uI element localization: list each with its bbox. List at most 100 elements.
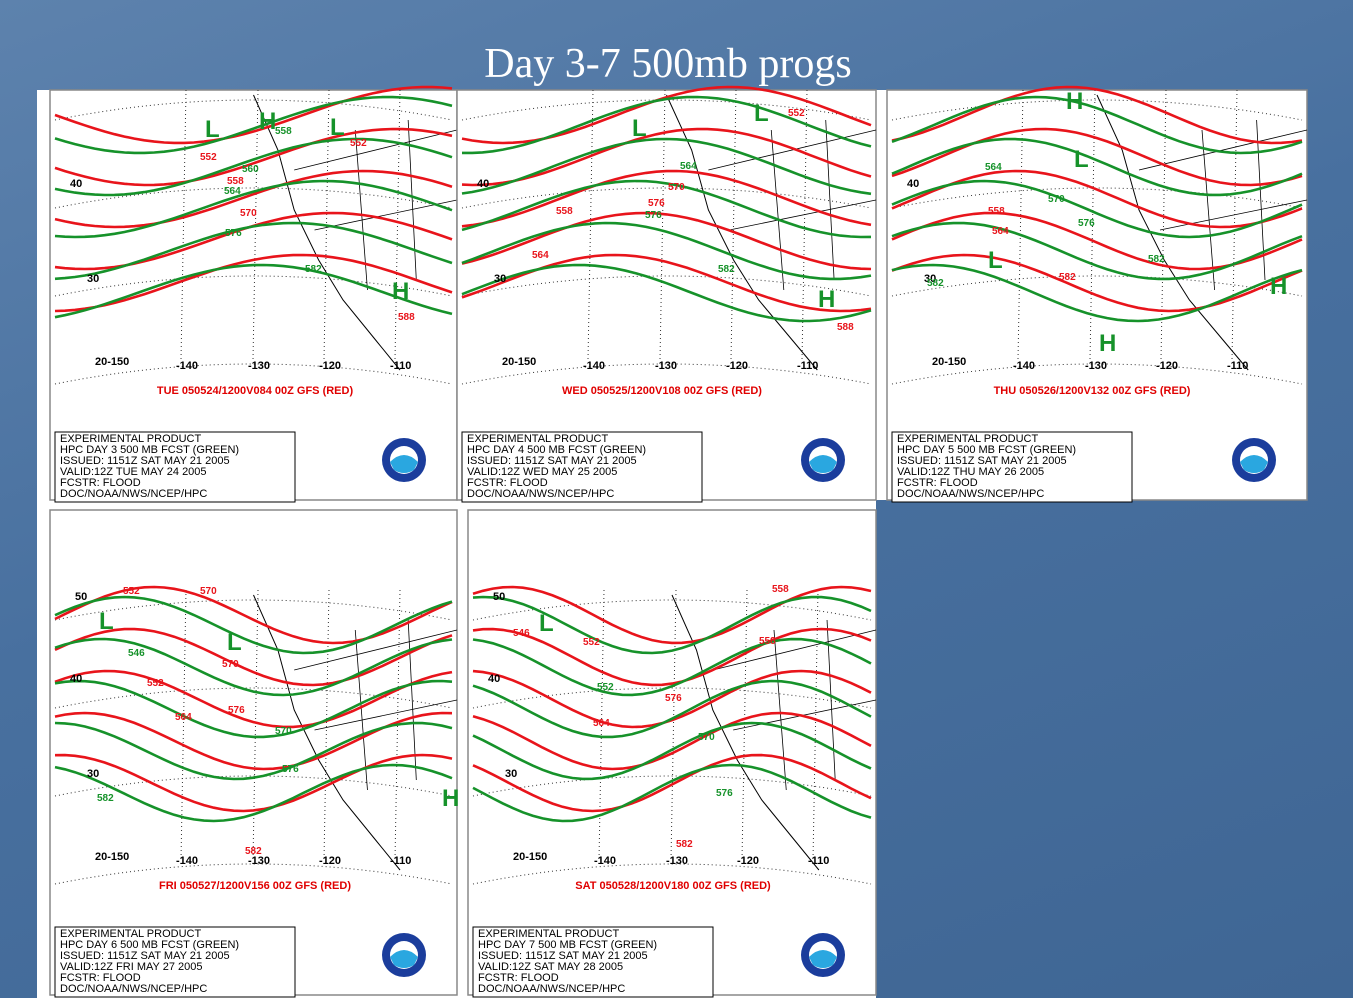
contour-label: 570 xyxy=(240,208,257,219)
contour-label: 576 xyxy=(282,764,299,775)
latitude-label: 40 xyxy=(488,673,500,685)
contour-label: 570 xyxy=(698,732,715,743)
graticule xyxy=(891,99,1303,121)
contour-line xyxy=(54,95,453,155)
contour-label: 564 xyxy=(224,186,241,197)
info-line: DOC/NOAA/NWS/NCEP/HPC xyxy=(60,488,207,500)
contour-label: 564 xyxy=(992,226,1009,237)
contour-line xyxy=(461,221,872,281)
latitude-label: 30 xyxy=(87,273,99,285)
contour-line xyxy=(54,721,453,781)
contour-label: 582 xyxy=(676,839,693,850)
info-line: HPC DAY 3 500 MB FCST (GREEN) xyxy=(60,444,239,456)
contour-label: 552 xyxy=(597,682,614,693)
contour-line xyxy=(461,127,872,187)
info-line: VALID:12Z SAT MAY 28 2005 xyxy=(478,961,623,973)
info-line: FCSTR: FLOOD xyxy=(897,477,978,489)
contour-line xyxy=(472,637,872,697)
contour-label: 558 xyxy=(988,206,1005,217)
contour-line xyxy=(461,85,872,145)
forecast-panel: 50 40 30 20-150 -140 -130 -120 -110 L 546 552 552 56… xyxy=(467,509,877,998)
contour-label: 576 xyxy=(648,198,665,209)
latitude-label: 20-150 xyxy=(95,356,129,368)
longitude-label: -140 xyxy=(594,855,616,867)
latitude-label: 30 xyxy=(924,273,936,285)
longitude-label: -130 xyxy=(666,855,688,867)
contour-label: 582 xyxy=(718,264,735,275)
graticule xyxy=(472,863,872,885)
pressure-center: H xyxy=(1099,330,1116,357)
pressure-center: H xyxy=(818,286,835,313)
latitude-label: 50 xyxy=(493,591,505,603)
state-borders xyxy=(294,119,458,291)
pressure-center: L xyxy=(205,116,220,143)
info-line: VALID:12Z TUE MAY 24 2005 xyxy=(60,466,207,478)
contour-label: 582 xyxy=(305,264,322,275)
contour-line xyxy=(891,169,1303,229)
info-box xyxy=(54,431,296,503)
contour-line xyxy=(462,95,872,155)
info-line: DOC/NOAA/NWS/NCEP/HPC xyxy=(478,983,625,995)
contour-line xyxy=(54,595,453,655)
info-line: ISSUED: 1151Z SAT MAY 21 2005 xyxy=(60,455,230,467)
latitude-label: 50 xyxy=(75,591,87,603)
latitude-label: 20-150 xyxy=(502,356,536,368)
contour-label: 582 xyxy=(1059,272,1076,283)
forecast-panel: 40 30 20-150 -140 -130 -120 -110 H L L H H 564 558 564… xyxy=(886,85,1308,503)
panel-caption: WED 050525/1200V108 00Z GFS (RED) xyxy=(562,385,762,397)
contour-label: 582 xyxy=(97,793,114,804)
contour-line xyxy=(891,137,1303,197)
contour-line xyxy=(54,127,453,187)
contour-label: 564 xyxy=(532,250,549,261)
contour-line xyxy=(472,585,872,645)
coastline xyxy=(671,594,820,871)
info-line: DOC/NOAA/NWS/NCEP/HPC xyxy=(467,488,614,500)
info-line: DOC/NOAA/NWS/NCEP/HPC xyxy=(897,488,1044,500)
latitude-label: 40 xyxy=(477,178,489,190)
info-line: HPC DAY 5 500 MB FCST (GREEN) xyxy=(897,444,1076,456)
contour-line xyxy=(461,169,872,228)
noaa-logo-wave xyxy=(1240,455,1268,473)
latitude-label: 20-150 xyxy=(95,851,129,863)
contour-line xyxy=(472,627,872,687)
contour-line xyxy=(891,85,1303,145)
graticule xyxy=(891,363,1303,385)
info-line: ISSUED: 1151Z SAT MAY 21 2005 xyxy=(478,950,648,962)
longitude-label: -120 xyxy=(737,855,759,867)
latitude-label: 40 xyxy=(70,178,82,190)
pressure-center: L xyxy=(1074,146,1089,173)
contour-label: 552 xyxy=(200,152,217,163)
latitude-label: 40 xyxy=(907,178,919,190)
graticule xyxy=(891,275,1303,297)
contour-line xyxy=(891,253,1303,313)
info-line: ISSUED: 1151Z SAT MAY 21 2005 xyxy=(897,455,1067,467)
state-borders xyxy=(708,119,877,291)
longitude-label: -110 xyxy=(808,855,829,867)
contour-line xyxy=(472,763,872,823)
contour-label: 570 xyxy=(222,659,239,670)
pressure-center: H xyxy=(1066,88,1083,115)
contour-label: 564 xyxy=(985,162,1002,173)
contour-line xyxy=(54,179,453,239)
contour-line xyxy=(472,679,872,739)
pressure-center: L xyxy=(539,610,554,637)
contour-label: 582 xyxy=(245,846,262,857)
info-line: FCSTR: FLOOD xyxy=(60,477,141,489)
info-line: HPC DAY 4 500 MB FCST (GREEN) xyxy=(467,444,646,456)
pressure-center: L xyxy=(754,100,769,127)
contour-line xyxy=(461,179,872,239)
contour-label: 560 xyxy=(242,164,259,175)
longitude-label: -110 xyxy=(390,855,411,867)
contour-line xyxy=(54,137,453,197)
info-box xyxy=(461,431,703,503)
info-line: EXPERIMENTAL PRODUCT xyxy=(478,928,619,940)
graticule xyxy=(891,187,1303,209)
contour-label: 564 xyxy=(175,712,192,723)
info-line: FCSTR: FLOOD xyxy=(467,477,548,489)
contour-line xyxy=(472,711,872,771)
contour-label: 564 xyxy=(593,718,610,729)
info-line: HPC DAY 6 500 MB FCST (GREEN) xyxy=(60,939,239,951)
info-line: EXPERIMENTAL PRODUCT xyxy=(60,433,201,445)
